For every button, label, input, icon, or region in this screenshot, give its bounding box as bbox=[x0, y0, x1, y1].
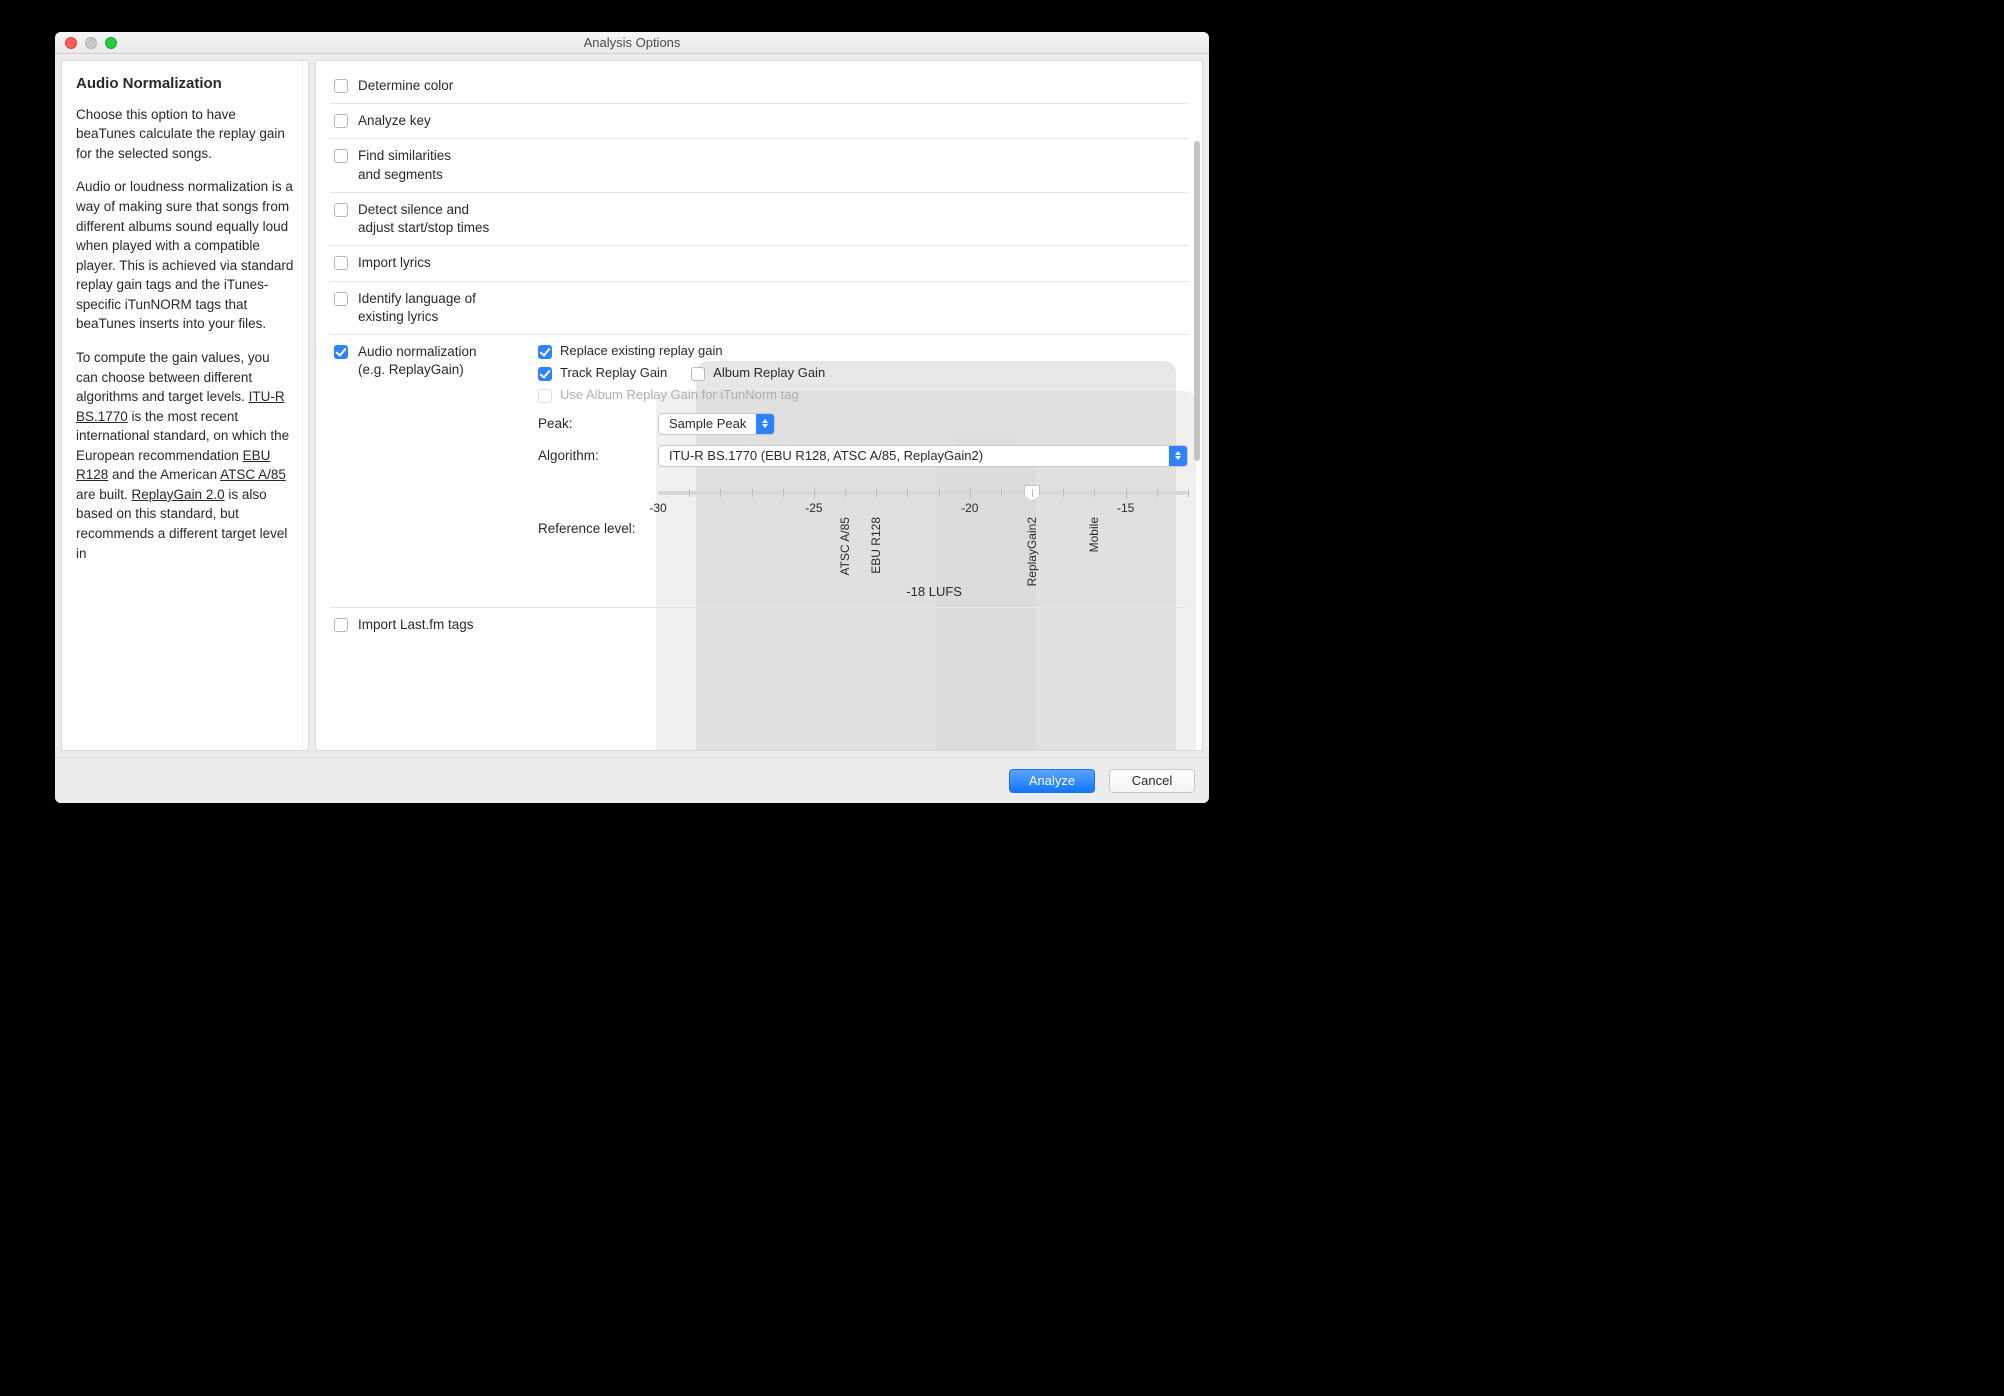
help-p3: To compute the gain values, you can choo… bbox=[76, 348, 294, 563]
option-detect-silence[interactable]: Detect silence and adjust start/stop tim… bbox=[330, 193, 1188, 246]
dialog-footer: Analyze Cancel bbox=[55, 757, 1209, 803]
marker-mob: Mobile bbox=[1087, 517, 1101, 552]
reference-level-slider[interactable]: -18 LUFS -30-25-20-15ATSC A/85EBU R128Re… bbox=[658, 483, 1188, 593]
sidebar-scrollbar[interactable] bbox=[302, 61, 308, 750]
checkbox-icon[interactable] bbox=[538, 367, 552, 381]
content-area: Audio Normalization Choose this option t… bbox=[55, 54, 1209, 757]
window-title: Analysis Options bbox=[55, 35, 1209, 50]
checkbox-icon[interactable] bbox=[538, 345, 552, 359]
analysis-options-window: Analysis Options Audio Normalization Cho… bbox=[55, 32, 1209, 803]
titlebar: Analysis Options bbox=[55, 32, 1209, 54]
help-sidebar: Audio Normalization Choose this option t… bbox=[61, 60, 309, 751]
lufs-readout: -18 LUFS bbox=[906, 584, 962, 599]
analyze-button[interactable]: Analyze bbox=[1009, 769, 1095, 793]
row-reference-level: Reference level: -18 LUFS -30-25-20-15AT… bbox=[538, 483, 1188, 593]
tick-label: -20 bbox=[961, 501, 978, 515]
marker-ebu: EBU R128 bbox=[869, 517, 883, 574]
slider-track bbox=[658, 491, 1188, 495]
options-panel: Determine color Analyze key Find similar… bbox=[315, 60, 1203, 751]
checkbox-icon[interactable] bbox=[334, 114, 348, 128]
checkbox-icon[interactable] bbox=[691, 367, 705, 381]
option-audio-normalization: Audio normalization (e.g. ReplayGain) Re… bbox=[330, 335, 1188, 608]
checkbox-audio-norm[interactable] bbox=[334, 345, 348, 359]
check-album-replay-gain[interactable]: Album Replay Gain bbox=[691, 365, 825, 381]
row-algorithm: Algorithm: ITU-R BS.1770 (EBU R128, ATSC… bbox=[538, 445, 1188, 467]
check-use-album-itunnorm: Use Album Replay Gain for iTunNorm tag bbox=[538, 387, 799, 403]
checkbox-icon[interactable] bbox=[334, 203, 348, 217]
option-identify-language[interactable]: Identify language of existing lyrics bbox=[330, 282, 1188, 335]
check-track-replay-gain[interactable]: Track Replay Gain bbox=[538, 365, 667, 381]
chevron-updown-icon bbox=[1169, 446, 1187, 466]
checkbox-icon[interactable] bbox=[334, 256, 348, 270]
link-atsc[interactable]: ATSC A/85 bbox=[220, 467, 286, 482]
marker-rg2: ReplayGain2 bbox=[1025, 517, 1039, 586]
option-import-lyrics[interactable]: Import lyrics bbox=[330, 246, 1188, 281]
link-rg2[interactable]: ReplayGain 2.0 bbox=[132, 487, 225, 502]
select-peak[interactable]: Sample Peak bbox=[658, 413, 775, 435]
checkbox-icon[interactable] bbox=[334, 79, 348, 93]
select-algorithm[interactable]: ITU-R BS.1770 (EBU R128, ATSC A/85, Repl… bbox=[658, 445, 1188, 467]
help-heading: Audio Normalization bbox=[76, 73, 294, 95]
tick-label: -15 bbox=[1117, 501, 1134, 515]
checkbox-icon[interactable] bbox=[334, 149, 348, 163]
chevron-updown-icon bbox=[756, 414, 774, 434]
cancel-button[interactable]: Cancel bbox=[1109, 769, 1195, 793]
checkbox-icon[interactable] bbox=[334, 618, 348, 632]
tick-label: -30 bbox=[649, 501, 666, 515]
option-similarities[interactable]: Find similarities and segments bbox=[330, 139, 1188, 192]
help-p1: Choose this option to have beaTunes calc… bbox=[76, 105, 294, 164]
row-peak: Peak: Sample Peak bbox=[538, 413, 1188, 435]
option-analyze-key[interactable]: Analyze key bbox=[330, 104, 1188, 139]
help-p2: Audio or loudness normalization is a way… bbox=[76, 177, 294, 334]
option-determine-color[interactable]: Determine color bbox=[330, 69, 1188, 104]
marker-atsc: ATSC A/85 bbox=[838, 517, 852, 575]
check-replace-existing[interactable]: Replace existing replay gain bbox=[538, 343, 723, 359]
option-import-lastfm[interactable]: Import Last.fm tags bbox=[330, 608, 1188, 642]
checkbox-icon[interactable] bbox=[334, 292, 348, 306]
checkbox-icon bbox=[538, 389, 552, 403]
tick-label: -25 bbox=[805, 501, 822, 515]
